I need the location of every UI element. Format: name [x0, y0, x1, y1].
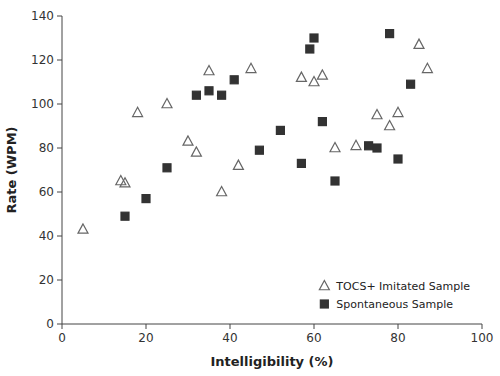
y-tick [57, 148, 62, 149]
y-tick-label: 20 [39, 273, 54, 287]
point [385, 121, 395, 130]
point [365, 142, 373, 150]
point [330, 143, 340, 152]
y-tick [57, 104, 62, 105]
y-tick-label: 80 [39, 141, 54, 155]
point [230, 76, 238, 84]
legend: TOCS+ Imitated Sample Spontaneous Sample [319, 280, 470, 311]
page: {"chart_data": { "type": "scatter", "xla… [0, 0, 500, 376]
point [218, 91, 226, 99]
point [276, 126, 284, 134]
point [422, 63, 432, 72]
point [386, 30, 394, 38]
point [204, 66, 214, 75]
points [78, 30, 432, 234]
point [414, 39, 424, 48]
point [246, 63, 256, 72]
y-tick [57, 236, 62, 237]
y-tick-label: 60 [39, 185, 54, 199]
y-tick [57, 16, 62, 17]
point [373, 144, 381, 152]
axes: 0 20 40 60 80 100 0 20 40 60 80 100 120 140 [31, 9, 493, 345]
x-tick-label: 80 [390, 331, 405, 345]
series [121, 30, 415, 221]
point [217, 187, 227, 196]
point [233, 160, 243, 169]
y-tick-label: 100 [31, 97, 54, 111]
point [317, 70, 327, 79]
point [372, 110, 382, 119]
y-axis-label: Rate (WPM) [4, 126, 19, 213]
y-tick-label: 0 [46, 317, 54, 331]
y-tick [57, 324, 62, 325]
point [183, 136, 193, 145]
legend-marker [320, 300, 328, 308]
y-tick [57, 192, 62, 193]
legend-marker [319, 281, 329, 290]
y-tick-label: 40 [39, 229, 54, 243]
y-axis-line [62, 16, 63, 324]
point [310, 34, 318, 42]
legend-label: Spontaneous Sample [336, 298, 453, 311]
x-tick [62, 324, 63, 329]
point [191, 147, 201, 156]
point [162, 99, 172, 108]
point [163, 164, 171, 172]
point [133, 107, 143, 116]
x-tick-label: 60 [306, 331, 321, 345]
x-tick [314, 324, 315, 329]
point [297, 159, 305, 167]
x-tick [146, 324, 147, 329]
point [142, 195, 150, 203]
point [78, 224, 88, 233]
x-tick [482, 324, 483, 329]
point [318, 118, 326, 126]
point [255, 146, 263, 154]
y-tick [57, 60, 62, 61]
chart: 0 20 40 60 80 100 0 20 40 60 80 100 120 140 Intelligib… [0, 0, 500, 376]
x-axis-line [62, 324, 482, 325]
series [78, 39, 432, 233]
x-tick [398, 324, 399, 329]
x-tick-label: 40 [222, 331, 237, 345]
point [205, 87, 213, 95]
point [120, 178, 130, 187]
point [394, 155, 402, 163]
y-tick-label: 120 [31, 53, 54, 67]
x-tick-label: 20 [138, 331, 153, 345]
point [306, 45, 314, 53]
x-axis-label: Intelligibility (%) [210, 354, 333, 369]
x-tick [230, 324, 231, 329]
point [296, 72, 306, 81]
point [393, 107, 403, 116]
point [331, 177, 339, 185]
point [407, 80, 415, 88]
x-tick-label: 100 [471, 331, 494, 345]
legend-label: TOCS+ Imitated Sample [335, 280, 470, 293]
y-tick-label: 140 [31, 9, 54, 23]
point [121, 212, 129, 220]
point [192, 91, 200, 99]
x-tick-label: 0 [58, 331, 66, 345]
point [351, 140, 361, 149]
y-tick [57, 280, 62, 281]
